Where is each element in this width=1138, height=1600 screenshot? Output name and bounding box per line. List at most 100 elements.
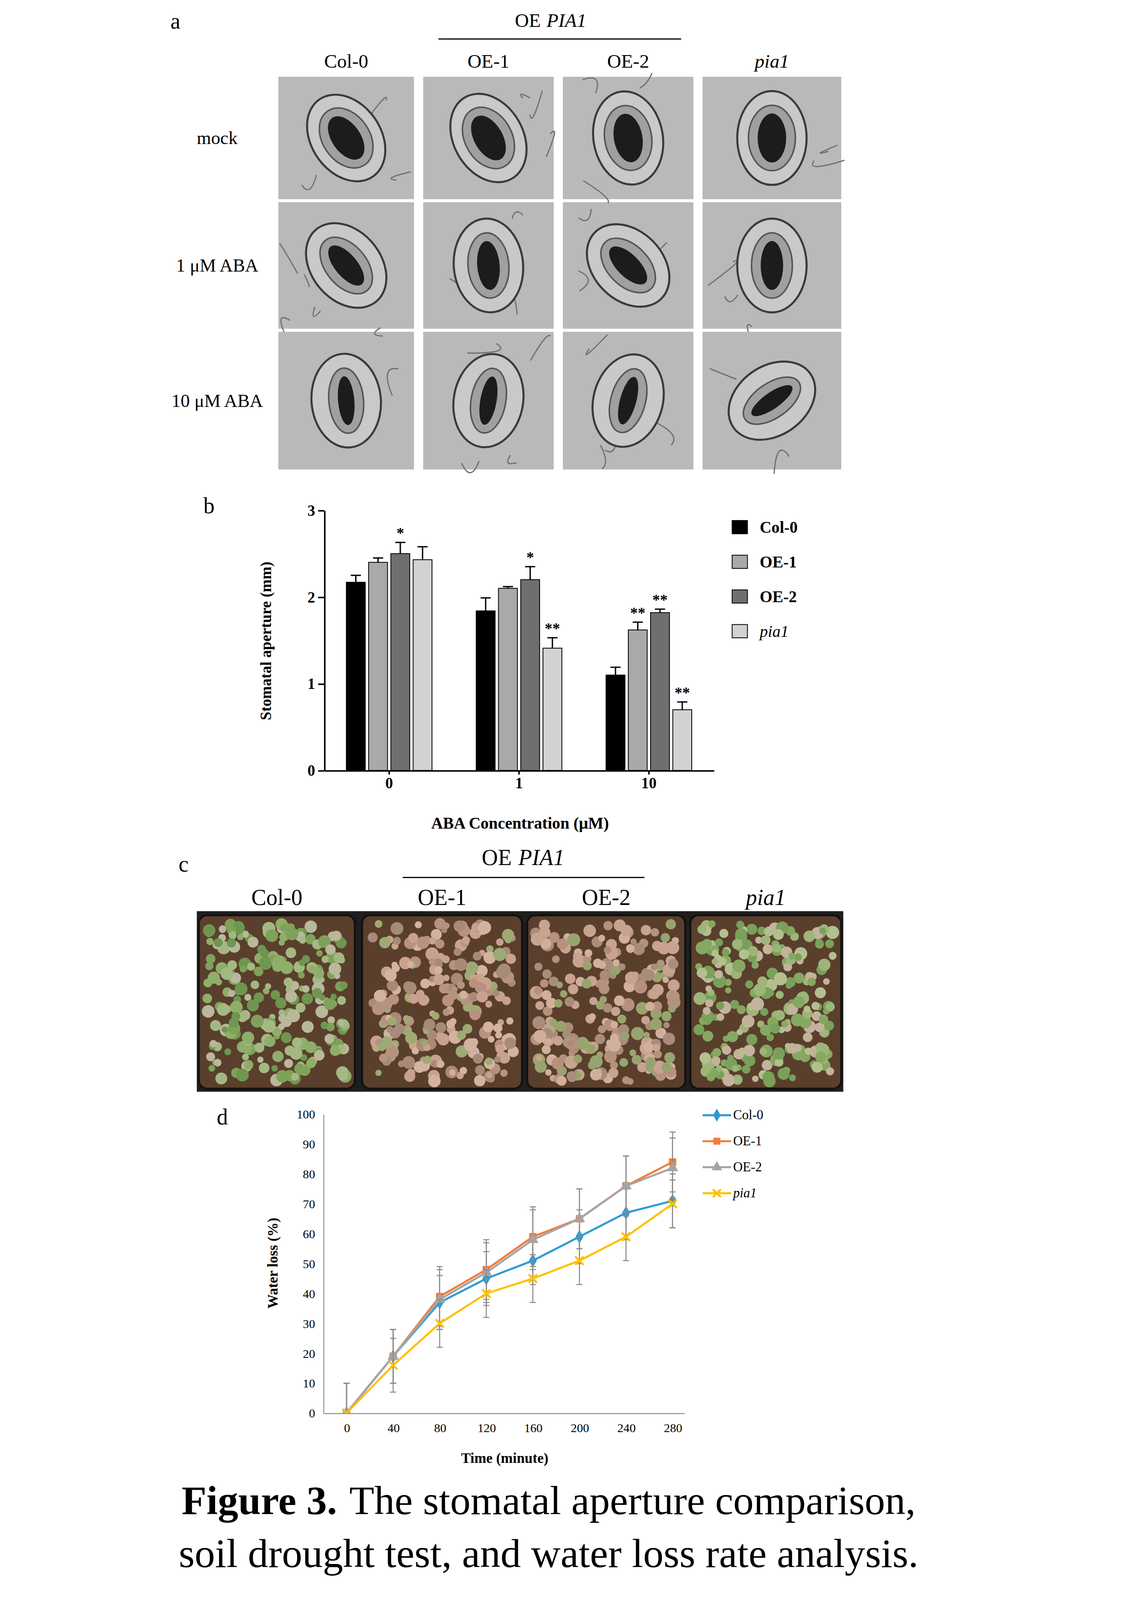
seedling [534,962,543,971]
error-cap [389,1391,396,1393]
x-axis: 04080120160200240280 [323,1412,685,1435]
seedling [667,978,680,991]
seedling [436,1059,445,1068]
seedling [453,947,462,956]
seedling [428,937,437,945]
bar [368,562,388,771]
seedling [735,927,747,940]
caption-label: Figure 3. [181,1477,338,1523]
seedling [476,990,488,1002]
seedling [603,945,612,954]
seedling [330,1045,341,1056]
seedling [772,1046,785,1060]
seedling [608,1067,619,1078]
seedling [227,989,236,997]
seedling [590,1068,602,1080]
row-label: 10 μM ABA [171,390,263,411]
stomata-image [702,76,845,200]
error-cap [576,1187,583,1189]
seedling [218,925,227,933]
seedling [634,980,648,994]
stomata-image [423,331,554,473]
seedling [291,1072,299,1081]
seedling [469,1008,481,1021]
seedling [828,951,837,960]
caption-text: The stomatal aperture comparison, [349,1477,916,1523]
cell-wall [387,368,399,396]
tick-label: 100 [296,1107,315,1121]
significance: ** [674,684,690,702]
seedling [535,1000,544,1010]
seedling [583,924,596,937]
tick-label: 200 [570,1420,589,1435]
stoma [449,215,527,315]
pore [757,113,787,163]
seedling [423,1018,436,1031]
tick-mark [647,770,650,775]
seedling [716,1012,725,1021]
seedling [743,1044,756,1057]
seedling [650,963,658,971]
seedling [420,978,430,988]
tick: 30 [302,1316,324,1331]
seedling [541,990,552,1001]
legend-swatch [732,589,748,604]
significance: ** [630,604,646,622]
seedling [259,948,269,958]
seedling [433,973,445,985]
seedling [551,1056,564,1070]
seedling [215,978,223,985]
guard-inner [465,231,512,300]
tick-mark [318,510,325,512]
marker [667,1161,678,1171]
seedling [258,1062,270,1073]
legend-label: OE-1 [759,552,798,571]
tick-label: 40 [387,1420,400,1435]
seedling [445,1065,458,1078]
seedling [265,928,278,942]
seedling [619,1057,628,1067]
seedling [374,919,383,928]
column-label: OE-1 [417,884,467,910]
tick: 10 [641,770,657,792]
seedling [811,1001,820,1010]
seedling [597,960,606,969]
seedling [284,990,297,1002]
error-cap [610,666,621,668]
cell-wall [708,260,739,286]
seedling [297,971,305,979]
seedling [328,962,342,975]
seedling [228,931,237,940]
error-cap [669,1131,676,1132]
seedling [564,1036,578,1050]
tick-label: 80 [434,1420,447,1435]
seedling [414,921,422,929]
marker [712,1188,721,1197]
stomata-image [702,331,842,474]
seedling [598,983,610,995]
tick: 1 [515,770,524,792]
seedling [487,1035,495,1043]
seedling [811,1061,823,1073]
seedling [736,1028,743,1036]
seedling [461,935,470,944]
legend-label: pia1 [732,1185,757,1201]
seedling [666,940,680,954]
seedling [712,1047,722,1057]
tray-soil [198,915,355,1089]
tick: 80 [434,1412,447,1435]
error-cap [525,565,536,568]
seedling [234,982,248,996]
seedling [695,941,709,955]
cell-wall [313,306,321,317]
cell-wall [512,211,524,219]
seedling [708,919,716,928]
seedling [815,938,824,947]
legend-swatch [732,520,748,534]
seedling [645,1001,655,1011]
stomata-image [278,76,415,200]
error-cap [654,608,666,610]
seedling [545,1037,552,1045]
seedling [629,1049,637,1057]
seedling [532,1015,546,1029]
